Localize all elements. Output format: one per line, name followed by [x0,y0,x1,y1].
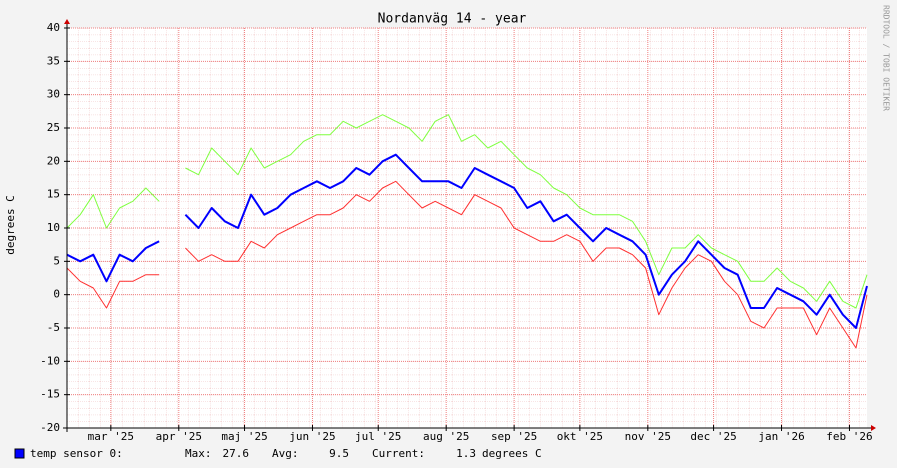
y-tick-label: -15 [40,388,60,401]
y-tick-label: 35 [47,54,60,67]
chart-title: Nordanväg 14 - year [378,12,527,27]
y-tick-label: 30 [47,88,60,101]
y-axis-label: degrees C [4,195,17,255]
x-tick-label: maj '25 [221,430,267,443]
watermark: RRDTOOL / TOBI OETIKER [882,5,891,111]
y-tick-label: 15 [47,188,60,201]
stat-unit: degrees C [482,447,542,460]
x-tick-label: apr '25 [156,430,202,443]
legend-label: temp sensor 0: [30,447,123,460]
x-tick-label: aug '25 [423,430,469,443]
stat-label: Max: [185,447,212,460]
stat-value: 27.6 [223,447,250,460]
y-tick-label: 5 [53,254,60,267]
x-tick-label: feb '26 [826,430,872,443]
y-tick-label: 10 [47,221,60,234]
x-tick-label: jul '25 [355,430,401,443]
axes: -20 -15 -10 -5 0 5 10 15 20 25 30 35 40 mar '25 apr '2… [40,19,876,443]
stat-value: 1.3 [456,447,476,460]
stat-value: 9.5 [329,447,349,460]
x-tick-label: jun '25 [289,430,335,443]
x-arrow [871,425,876,431]
series-line [66,180,868,349]
series-line [66,114,868,309]
y-tick-label: 40 [47,21,60,34]
y-tick-label: -20 [40,421,60,434]
x-tick-label: nov '25 [625,430,671,443]
y-tick-label: -10 [40,354,60,367]
y-tick-label: 25 [47,121,60,134]
series-line [66,153,868,329]
lines [66,114,868,349]
y-arrow [64,19,70,24]
x-tick-label: mar '25 [88,430,134,443]
x-tick-label: jan '26 [758,430,804,443]
x-tick-label: okt '25 [557,430,603,443]
x-tick-label: dec '25 [690,430,736,443]
y-tick-label: 0 [53,288,60,301]
legend: temp sensor 0: Max: 27.6 Avg: 9.5 Curren… [14,447,542,460]
legend-swatch [14,448,25,459]
stat-label: Current: [372,447,425,460]
y-tick-label: -5 [47,321,60,334]
y-tick-label: 20 [47,154,60,167]
stat-label: Avg: [272,447,299,460]
x-tick-label: sep '25 [491,430,537,443]
